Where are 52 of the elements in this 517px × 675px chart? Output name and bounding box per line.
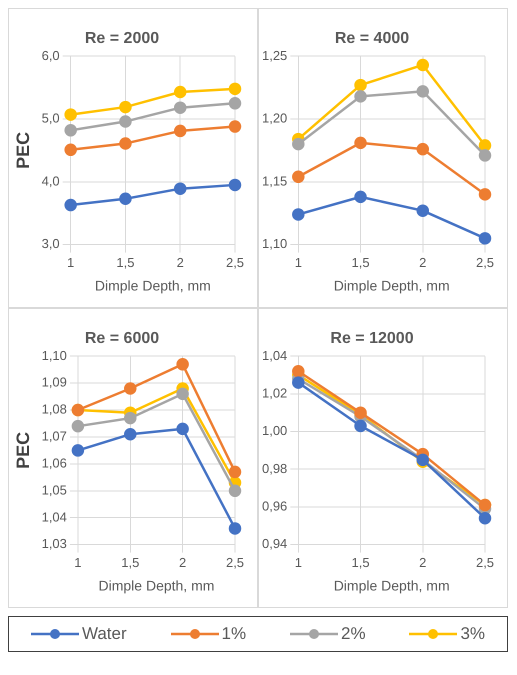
- chart-title: Re = 4000: [334, 30, 410, 48]
- y-axis-title: PEC: [12, 132, 33, 169]
- x-axis-title: Dimple Depth, mm: [94, 277, 211, 294]
- y-tick-label: 3,0: [42, 236, 60, 252]
- legend-label: 2%: [340, 624, 366, 644]
- x-tick-label: 1: [294, 554, 302, 570]
- x-tick-label: 2: [179, 554, 186, 570]
- y-tick-label: 1,09: [42, 374, 67, 390]
- y-tick-label: 1,06: [42, 455, 67, 470]
- legend-label: Water: [82, 624, 127, 644]
- x-axis-title: Dimple Depth, mm: [334, 577, 450, 594]
- x-axis-title: Dimple Depth, mm: [98, 577, 214, 594]
- y-tick-label: 1,00: [262, 423, 288, 438]
- y-tick-label: 1,05: [42, 482, 67, 498]
- y-tick-label: 0,96: [262, 498, 288, 514]
- y-axis-title: PEC: [12, 432, 33, 469]
- legend-label: 3%: [460, 624, 486, 644]
- legend-label: 1%: [222, 624, 246, 644]
- x-tick-label: 1,5: [116, 254, 134, 270]
- chart-title: Re = 2000: [84, 30, 160, 48]
- y-tick-label: 1,03: [42, 536, 67, 552]
- x-tick-label: 1,5: [121, 554, 140, 570]
- chart-title: Re = 12000: [330, 330, 414, 348]
- y-tick-label: 5,0: [42, 110, 60, 126]
- x-tick-label: 1: [67, 254, 74, 270]
- x-tick-label: 2: [419, 554, 426, 570]
- y-tick-label: 1,10: [262, 236, 288, 252]
- y-tick-label: 1,02: [262, 385, 288, 400]
- y-tick-label: 1,10: [42, 348, 67, 363]
- y-tick-label: 1,20: [262, 110, 288, 126]
- x-tick-label: 1: [74, 554, 82, 570]
- y-tick-label: 4,0: [42, 173, 60, 188]
- y-tick-label: 6,0: [42, 48, 60, 63]
- y-tick-label: 1,07: [42, 428, 67, 444]
- y-tick-label: 1,15: [262, 173, 288, 188]
- x-tick-label: 2,5: [226, 554, 244, 570]
- y-tick-label: 1,04: [42, 509, 67, 524]
- x-tick-label: 1,5: [351, 254, 370, 270]
- y-tick-label: 0,94: [262, 536, 288, 552]
- x-tick-label: 2,5: [476, 554, 494, 570]
- y-tick-label: 1,08: [42, 402, 67, 417]
- x-tick-label: 2,5: [476, 254, 494, 270]
- x-axis-title: Dimple Depth, mm: [334, 277, 450, 294]
- chart-title: Re = 6000: [84, 330, 160, 348]
- y-tick-label: 1,25: [262, 48, 288, 63]
- x-tick-label: 2: [176, 254, 184, 270]
- y-tick-label: 1,04: [262, 348, 288, 363]
- x-tick-label: 1: [294, 254, 302, 270]
- x-tick-label: 2: [419, 254, 426, 270]
- y-tick-label: 0,98: [262, 460, 288, 476]
- x-tick-label: 2,5: [226, 254, 244, 270]
- x-tick-label: 1,5: [351, 554, 370, 570]
